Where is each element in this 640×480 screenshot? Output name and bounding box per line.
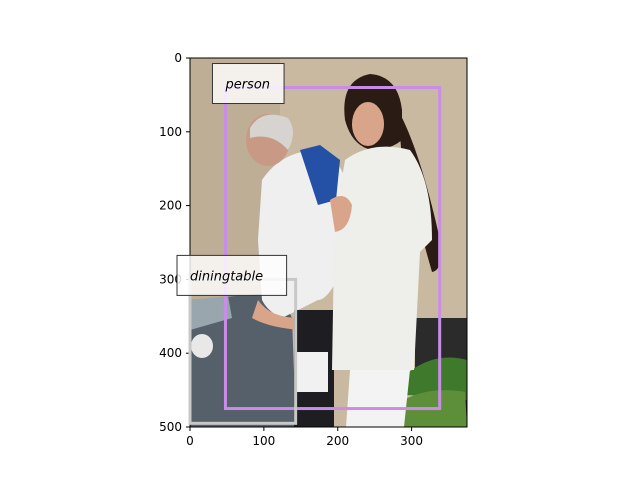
person-bounding-box — [223, 86, 442, 411]
person-label-box — [211, 63, 285, 105]
man-bandage — [296, 352, 328, 392]
photo — [190, 58, 467, 427]
y-tick-label: 400 — [159, 346, 182, 360]
x-tick-label: 300 — [400, 434, 423, 448]
woman-trousers — [346, 370, 410, 427]
woman-coat — [332, 146, 432, 370]
y-tick-label: 100 — [159, 125, 182, 139]
table-surface — [190, 292, 296, 427]
diningtable-label-box — [176, 254, 288, 296]
x-tick-label: 100 — [252, 434, 275, 448]
axes-frame — [189, 57, 468, 428]
woman-face — [352, 102, 384, 146]
y-axis-ticks: 0 100 200 300 400 500 — [159, 51, 190, 434]
man-hair — [250, 114, 293, 150]
y-tick-label: 500 — [159, 420, 182, 434]
x-axis-ticks: 0 100 200 300 — [186, 427, 423, 448]
man-backpack-strap — [300, 145, 340, 205]
man-hand — [252, 300, 302, 330]
diningtable-label-text: diningtable — [190, 269, 263, 284]
y-tick-label: 0 — [174, 51, 182, 65]
x-tick-label: 200 — [326, 434, 349, 448]
y-tick-label: 200 — [159, 199, 182, 213]
y-tick-label: 300 — [159, 272, 182, 286]
table-object — [191, 334, 213, 358]
person-label-text: person — [224, 78, 270, 93]
plant-leaves — [400, 357, 467, 400]
detection-overlays: person diningtable — [176, 63, 442, 425]
x-tick-label: 0 — [186, 434, 194, 448]
table-papers — [190, 296, 232, 330]
woman-hand — [330, 196, 352, 232]
